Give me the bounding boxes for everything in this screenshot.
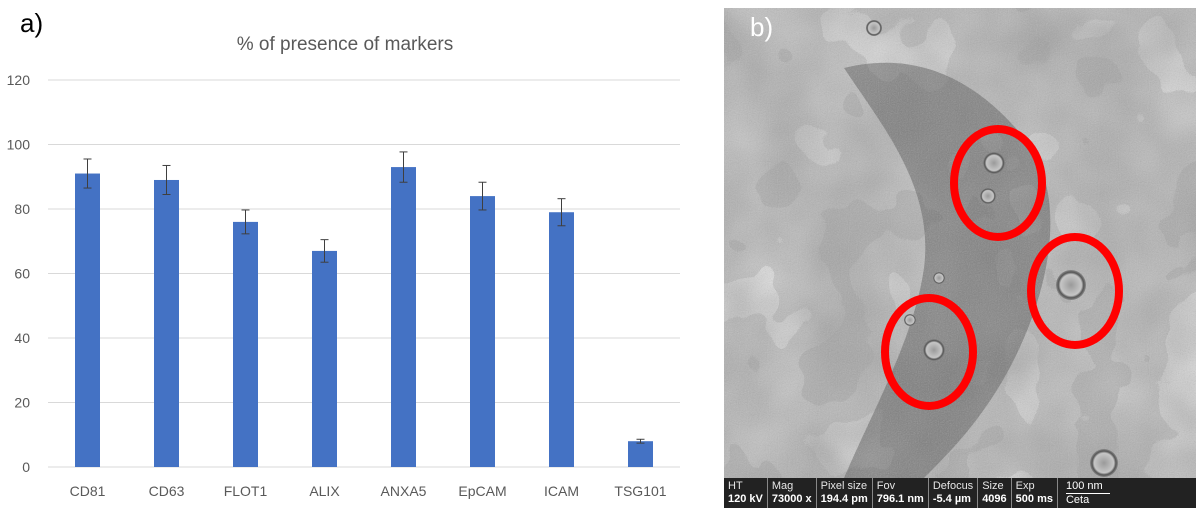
info-key: Mag: [771, 480, 794, 492]
chart-title: % of presence of markers: [237, 34, 453, 55]
bar-icam: [549, 212, 574, 467]
error-bar-cd63: [162, 164, 171, 195]
info-key: Exp: [1015, 480, 1035, 492]
scale-bar-label: 100 nm: [1065, 480, 1110, 494]
info-value: 500 ms: [1015, 493, 1053, 505]
error-bar-flot1: [241, 209, 250, 235]
highlight-circle: [1027, 233, 1123, 349]
scale-bar: 100 nm Ceta: [1058, 478, 1196, 508]
y-tick-label: 40: [14, 330, 30, 346]
micrograph-image: [724, 8, 1196, 508]
bars: [75, 167, 653, 467]
x-tick-label: ICAM: [544, 483, 579, 499]
x-tick-label: CD63: [149, 483, 185, 499]
y-axis-ticks: 0 20 40 60 80 100 120: [7, 72, 31, 475]
info-value: -5.4 µm: [932, 493, 971, 505]
vesicle: [933, 272, 945, 284]
bar-tsg101: [628, 441, 653, 467]
tem-micrograph: b) HT 120 kV Mag 73000 x Pixel size 194.4 pm F…: [724, 8, 1196, 508]
panel-b-label: b): [750, 12, 774, 42]
x-tick-label: ANXA5: [381, 483, 427, 499]
info-value: 73000 x: [771, 493, 812, 505]
info-key: Size: [982, 480, 1004, 492]
y-tick-label: 80: [14, 201, 30, 217]
bar-flot1: [233, 221, 258, 467]
error-bar-alix: [320, 239, 329, 263]
gridlines: [48, 79, 680, 468]
info-key: Defocus: [932, 480, 974, 492]
info-value: 194.4 pm: [820, 493, 868, 505]
y-tick-label: 60: [14, 266, 30, 282]
info-cell: Mag 73000 x: [768, 478, 817, 508]
bar-cd63: [154, 179, 179, 467]
camera-label: Ceta: [1065, 493, 1090, 506]
y-tick-label: 100: [7, 137, 31, 153]
bar-cd81: [75, 173, 100, 467]
panel-a-label: a): [20, 8, 44, 38]
info-cell: Defocus -5.4 µm: [929, 478, 979, 508]
bar-anxa5: [391, 167, 416, 467]
error-bar-icam: [557, 198, 566, 227]
bar-alix: [312, 250, 337, 467]
y-tick-label: 120: [7, 72, 31, 88]
error-bars: [83, 151, 645, 444]
error-bar-anxa5: [399, 151, 408, 183]
highlight-circle: [950, 125, 1046, 241]
microscope-info-bar: HT 120 kV Mag 73000 x Pixel size 194.4 pm Fov 7…: [724, 478, 1196, 508]
vesicle: [923, 339, 945, 361]
vesicle: [866, 20, 882, 36]
x-axis-ticks: CD81 CD63 FLOT1 ALIX ANXA5 EpCAM ICAM TSG101: [70, 483, 667, 499]
x-tick-label: FLOT1: [224, 483, 268, 499]
y-tick-label: 20: [14, 395, 30, 411]
info-key: HT: [728, 480, 743, 492]
info-cell: Fov 796.1 nm: [873, 478, 929, 508]
bar-chart: % of presence of markers 0 20 40 60 80 100 120…: [7, 34, 680, 499]
error-bar-cd81: [83, 158, 92, 189]
info-cell: Exp 500 ms: [1012, 478, 1058, 508]
info-value: 120 kV: [728, 493, 763, 505]
vesicle: [983, 152, 1005, 174]
vesicle: [1090, 449, 1118, 477]
bar-epcam: [470, 196, 495, 467]
x-tick-label: CD81: [70, 483, 106, 499]
x-tick-label: TSG101: [614, 483, 666, 499]
y-tick-label: 0: [22, 459, 30, 475]
vesicle: [980, 188, 996, 204]
error-bar-tsg101: [636, 438, 645, 444]
highlight-circle: [881, 294, 977, 410]
x-tick-label: ALIX: [309, 483, 340, 499]
vesicle: [1056, 270, 1086, 300]
info-cell: Pixel size 194.4 pm: [817, 478, 873, 508]
info-cell: Size 4096: [978, 478, 1012, 508]
vesicle: [904, 314, 916, 326]
info-value: 796.1 nm: [876, 493, 924, 505]
x-tick-label: EpCAM: [458, 483, 506, 499]
info-cell: HT 120 kV: [724, 478, 768, 508]
info-key: Fov: [876, 480, 896, 492]
info-value: 4096: [982, 493, 1007, 505]
error-bar-epcam: [478, 181, 487, 211]
grain-texture: [724, 8, 1196, 508]
info-key: Pixel size: [820, 480, 868, 492]
